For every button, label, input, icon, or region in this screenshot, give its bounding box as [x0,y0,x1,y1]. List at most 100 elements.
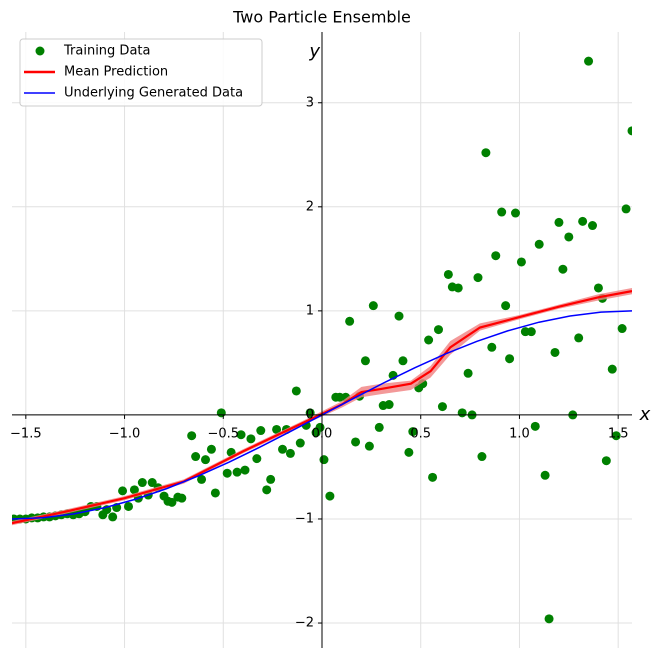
point [368,301,378,311]
point [197,474,207,484]
point [240,465,250,475]
x-tick-label: 1.0 [509,426,530,441]
point [481,148,491,158]
y-tick-label: 1 [306,303,314,318]
point [601,456,611,466]
point [424,335,434,345]
legend-label: Underlying Generated Data [64,86,243,101]
y-tick-label: −1 [295,511,314,526]
x-tick-label: −0.5 [207,426,239,441]
point [443,269,453,279]
point [611,431,621,441]
legend-box [19,38,263,107]
x-tick-label: 0.5 [410,426,431,441]
point [137,478,147,488]
point [252,454,262,464]
point [398,356,408,366]
y-axis-label: y [308,41,320,62]
point [457,408,467,418]
point [222,468,232,478]
point [246,434,256,444]
point [295,438,305,448]
point [593,283,603,293]
point [118,486,128,496]
point [516,257,526,267]
point [345,316,355,326]
point [473,273,483,283]
point [505,354,515,364]
point [437,402,447,412]
chart-title: Two Particle Ensemble [232,8,411,27]
point [617,324,627,334]
point [360,356,370,366]
x-axis-label: x [639,404,651,425]
point [123,501,133,511]
point [554,217,564,227]
point [453,283,463,293]
point [578,216,588,226]
point [574,333,584,343]
point [256,426,266,436]
point [558,264,568,274]
point [266,474,276,484]
y-tick-label: 3 [306,95,314,110]
point [501,301,511,311]
point [477,452,487,462]
y-tick-label: −2 [295,616,314,631]
point [319,455,329,465]
point [526,327,536,337]
legend: Training Data Mean Prediction Underlying G… [19,38,263,107]
point [607,364,617,374]
point [167,497,177,507]
y-tick-label: 2 [306,199,314,214]
point [384,400,394,410]
point [463,368,473,378]
point [129,485,139,495]
point [291,386,301,396]
point [564,232,574,242]
point [187,431,197,441]
legend-label: Mean Prediction [64,65,168,80]
point [201,455,211,465]
point [627,126,632,136]
point [351,437,361,447]
point [108,512,118,522]
point [272,424,282,434]
point [147,478,157,488]
point [216,408,226,418]
point [404,447,414,457]
legend-marker [35,46,45,56]
point [408,427,418,437]
point [530,421,540,431]
point [325,491,335,501]
point [540,470,550,480]
line [12,290,632,525]
point [210,488,220,498]
point [206,444,216,454]
point [285,448,295,458]
point [433,325,443,335]
point [497,207,507,217]
point [584,56,594,66]
legend-label: Training Data [63,44,150,59]
point [374,422,384,432]
point [511,208,521,218]
plot-area [12,56,632,624]
point [544,614,554,624]
point [232,467,242,477]
point [191,452,201,462]
point [364,441,374,451]
point [621,204,631,214]
x-tick-label: −1.0 [109,426,141,441]
point [262,485,272,495]
point [394,311,404,321]
point [236,430,246,440]
point [491,251,501,261]
point [550,347,560,357]
point [487,342,497,352]
point [588,221,598,231]
point [278,444,288,454]
point [428,472,438,482]
